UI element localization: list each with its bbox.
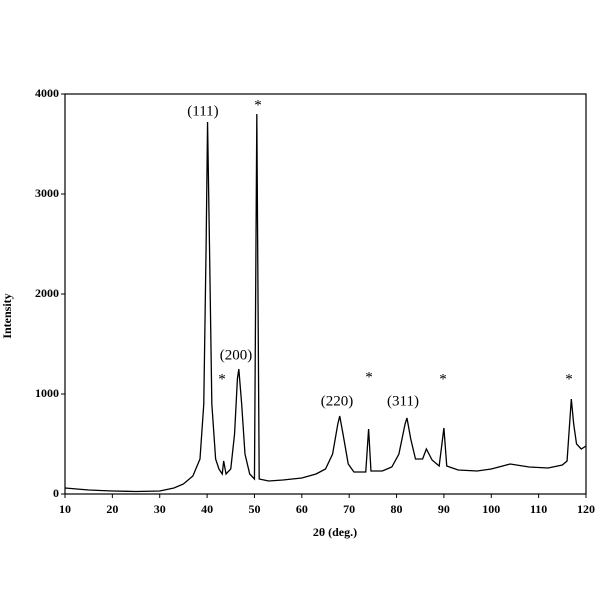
peak-annotation: (111) [187,103,218,119]
x-tick-label: 90 [438,502,450,516]
peak-annotation: (220) [321,393,354,409]
x-tick-label: 70 [343,502,355,516]
peak-annotation: * [254,97,262,113]
x-tick-label: 20 [106,502,118,516]
y-tick-label: 1000 [35,386,59,400]
peak-annotation: (311) [387,393,419,409]
x-tick-label: 120 [577,502,595,516]
y-tick-label: 3000 [35,186,59,200]
y-tick-label: 2000 [35,286,59,300]
peak-annotation: * [565,371,573,387]
peak-annotation: * [439,371,447,387]
x-tick-label: 40 [201,502,213,516]
peak-annotation: * [365,369,373,385]
x-tick-label: 110 [530,502,547,516]
x-tick-label: 10 [59,502,71,516]
x-tick-label: 100 [482,502,500,516]
peak-annotation: * [218,371,226,387]
peak-annotation: (200) [220,347,253,363]
data-line [64,113,587,493]
x-tick-label: 30 [154,502,166,516]
x-axis-label: 2θ (deg.) [313,525,357,539]
x-tick-label: 50 [248,502,260,516]
y-tick-label: 0 [53,486,59,500]
x-tick-label: 60 [296,502,308,516]
y-tick-label: 4000 [35,86,59,100]
plot-frame [64,93,587,495]
y-axis-label: Intensity [0,293,14,338]
x-tick-label: 80 [391,502,403,516]
